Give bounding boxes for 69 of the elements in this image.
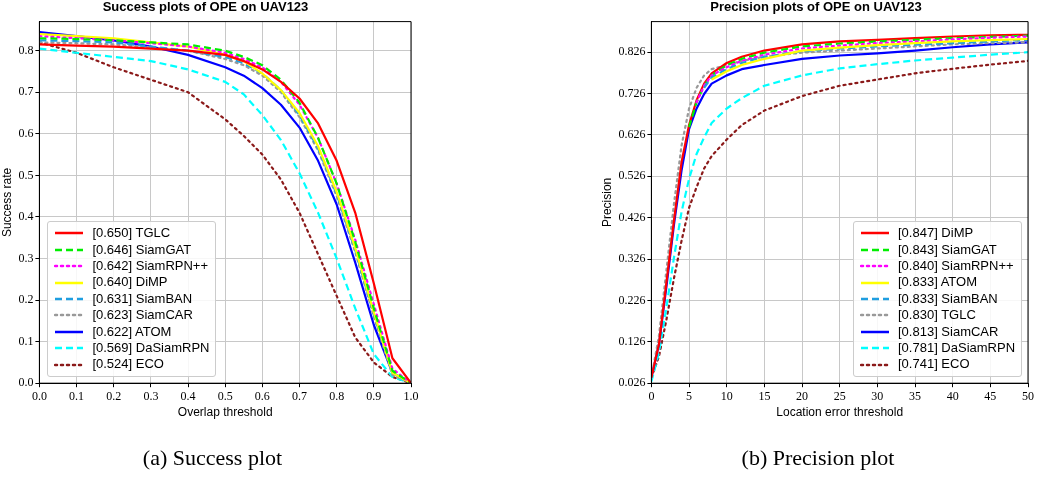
x-tick-label: 15 [758, 388, 771, 403]
y-tick-label: 0.2 [18, 292, 34, 307]
x-tick-label: 35 [909, 388, 922, 403]
x-tick-label: 0.6 [254, 388, 270, 403]
y-tick-label: 0.7 [18, 84, 34, 99]
legend-label: [0.833] SiamBAN [898, 290, 998, 308]
text: (b) Precision plot [740, 445, 896, 471]
x-tick-label: 30 [871, 388, 884, 403]
x-tick-label: 0.4 [180, 388, 196, 403]
legend-label: [0.569] DaSiamRPN [92, 340, 210, 357]
x-tick-label: 0.9 [366, 388, 382, 403]
legend-label: [0.622] ATOM [92, 323, 172, 341]
y-tick-label: 0.0 [18, 375, 34, 390]
legend-label: [0.650] TGLC [92, 225, 171, 242]
y-tick-label: 0.626 [618, 127, 646, 142]
legend-label: [0.640] DiMP [92, 274, 168, 291]
y-axis-title: Precision [599, 177, 614, 228]
y-tick-label: 0.426 [618, 209, 646, 224]
legend-label: [0.840] SiamRPN++ [898, 258, 1014, 275]
x-tick-label: 50 [1022, 388, 1034, 403]
legend-label: [0.741] ECO [898, 356, 970, 373]
y-tick-label: 0.026 [618, 375, 646, 390]
x-tick-label: 0.5 [217, 388, 233, 403]
x-tick-label: 40 [946, 388, 959, 403]
x-tick-label: 25 [833, 388, 846, 403]
y-tick-label: 0.526 [618, 168, 646, 183]
y-tick-label: 0.1 [18, 333, 34, 348]
chart-title: Precision plots of OPE on UAV123 [710, 0, 922, 15]
legend-label: [0.781] DaSiamRPN [898, 340, 1016, 357]
y-axis-title: Success rate [0, 167, 14, 238]
x-tick-label: 1.0 [403, 388, 419, 403]
y-tick-label: 0.126 [618, 333, 646, 348]
x-tick-label: 0.7 [292, 388, 308, 403]
x-tick-label: 0.1 [69, 388, 85, 403]
legend-label: [0.642] SiamRPN++ [92, 258, 209, 275]
y-tick-label: 0.4 [18, 209, 34, 224]
x-tick-label: 0 [648, 388, 655, 403]
chart-title: Success plots of OPE on UAV123 [102, 0, 309, 15]
x-axis-title: Overlap threshold [177, 405, 273, 420]
legend-label: [0.646] SiamGAT [92, 241, 192, 258]
legend-label: [0.813] SiamCAR [898, 323, 999, 341]
y-tick-label: 0.226 [618, 292, 646, 307]
line-series [703, 38, 1028, 89]
legend-label: [0.847] DiMP [898, 225, 974, 242]
line-series [687, 34, 1028, 129]
x-tick-label: 45 [984, 388, 997, 403]
x-axis-title: Location error threshold [776, 405, 904, 420]
line-series [695, 35, 1028, 104]
x-tick-label: 0.0 [31, 388, 47, 403]
y-tick-label: 0.6 [18, 125, 34, 140]
legend-label: [0.631] SiamBAN [92, 290, 193, 308]
y-tick-label: 0.5 [18, 167, 34, 182]
y-tick-label: 0.3 [18, 250, 34, 265]
x-tick-label: 20 [796, 388, 809, 403]
x-tick-label: 0.2 [106, 388, 122, 403]
x-tick-label: 0.3 [143, 388, 159, 403]
y-tick-label: 0.326 [618, 251, 646, 266]
y-tick-label: 0.8 [18, 42, 34, 57]
y-tick-label: 0.826 [618, 44, 646, 59]
y-tick-label: 0.726 [618, 85, 646, 100]
legend-label: [0.524] ECO [92, 356, 164, 373]
text: (a) Success plot [141, 445, 284, 471]
x-tick-label: 5 [686, 388, 693, 403]
legend-label: [0.843] SiamGAT [898, 241, 997, 258]
x-tick-label: 0.8 [329, 388, 345, 403]
legend-label: [0.830] TGLC [898, 307, 976, 324]
legend-label: [0.833] ATOM [898, 274, 978, 291]
legend-label: [0.623] SiamCAR [92, 307, 193, 324]
x-tick-label: 10 [720, 388, 733, 403]
